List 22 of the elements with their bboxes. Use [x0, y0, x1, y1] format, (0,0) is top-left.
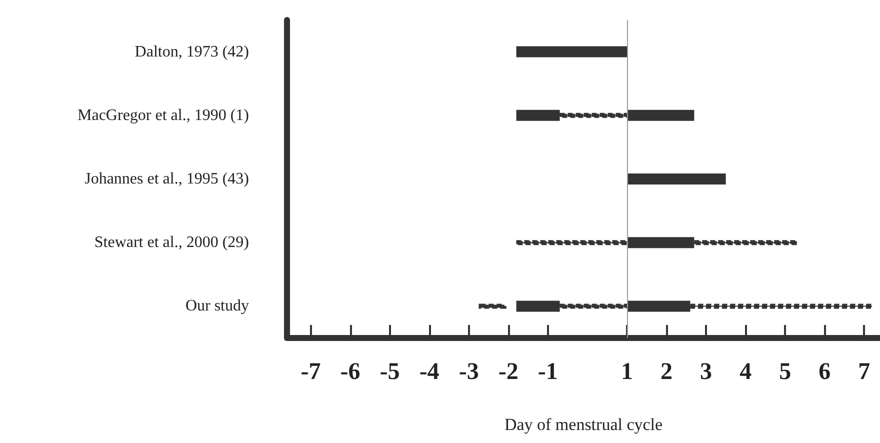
x-tick-label: -7 — [300, 359, 321, 385]
x-tick-label: -1 — [538, 359, 558, 385]
x-tick-label: 2 — [660, 359, 673, 385]
y-tick-label: Our study — [185, 298, 249, 315]
x-axis-title: Day of menstrual cycle — [504, 415, 663, 434]
x-tick-label: 4 — [740, 359, 752, 385]
y-tick-label: Stewart et al., 2000 (29) — [94, 234, 249, 252]
x-tick-label: -6 — [340, 359, 360, 385]
x-tick-label: 6 — [818, 359, 831, 385]
x-tick-label: -4 — [419, 359, 440, 385]
bar — [516, 46, 627, 58]
y-tick-label: Dalton, 1973 (42) — [134, 43, 249, 60]
y-tick-label: MacGregor et al., 1990 (1) — [78, 106, 249, 124]
y-tick-label: Johannes et al., 1995 (43) — [84, 170, 249, 188]
x-tick-label: 1 — [620, 359, 633, 385]
x-tick-label: 3 — [700, 359, 712, 385]
x-tick-label: 7 — [858, 359, 870, 385]
bar — [626, 174, 726, 184]
x-tick-label: -3 — [458, 359, 479, 385]
x-tick-label: -5 — [380, 359, 400, 385]
x-tick-label: 5 — [779, 359, 792, 385]
x-tick-label: -2 — [498, 359, 518, 385]
